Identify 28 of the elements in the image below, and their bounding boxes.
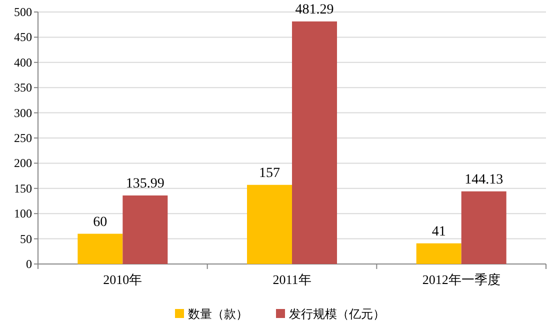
y-tick-label: 150	[14, 181, 32, 196]
x-tick-label: 2010年	[103, 272, 142, 287]
data-label: 60	[93, 214, 108, 230]
x-tick-label: 2012年一季度	[422, 272, 500, 287]
x-tick-label: 2011年	[272, 272, 312, 287]
y-tick-label: 200	[14, 156, 32, 170]
y-tick-label: 500	[14, 5, 32, 19]
bar	[461, 191, 506, 264]
legend-label: 数量（款）	[188, 307, 248, 321]
bar	[292, 21, 337, 264]
data-label: 135.99	[126, 176, 164, 192]
data-label: 41	[432, 224, 446, 240]
data-label: 144.13	[464, 172, 504, 188]
y-tick-label: 300	[14, 106, 32, 120]
y-tick-label: 250	[14, 131, 32, 145]
data-label: 157	[259, 166, 280, 181]
bar	[122, 195, 168, 264]
y-tick-label: 350	[14, 80, 32, 95]
bar	[78, 234, 123, 264]
data-label: 481.29	[295, 2, 334, 18]
y-tick-label: 50	[20, 232, 32, 246]
y-tick-label: 400	[14, 55, 32, 70]
y-tick-label: 0	[26, 257, 32, 271]
bar	[247, 184, 292, 264]
legend-label: 发行规模（亿元）	[289, 307, 385, 321]
y-tick-label: 450	[14, 30, 32, 44]
y-tick-label: 100	[14, 206, 32, 221]
bar	[416, 243, 462, 264]
